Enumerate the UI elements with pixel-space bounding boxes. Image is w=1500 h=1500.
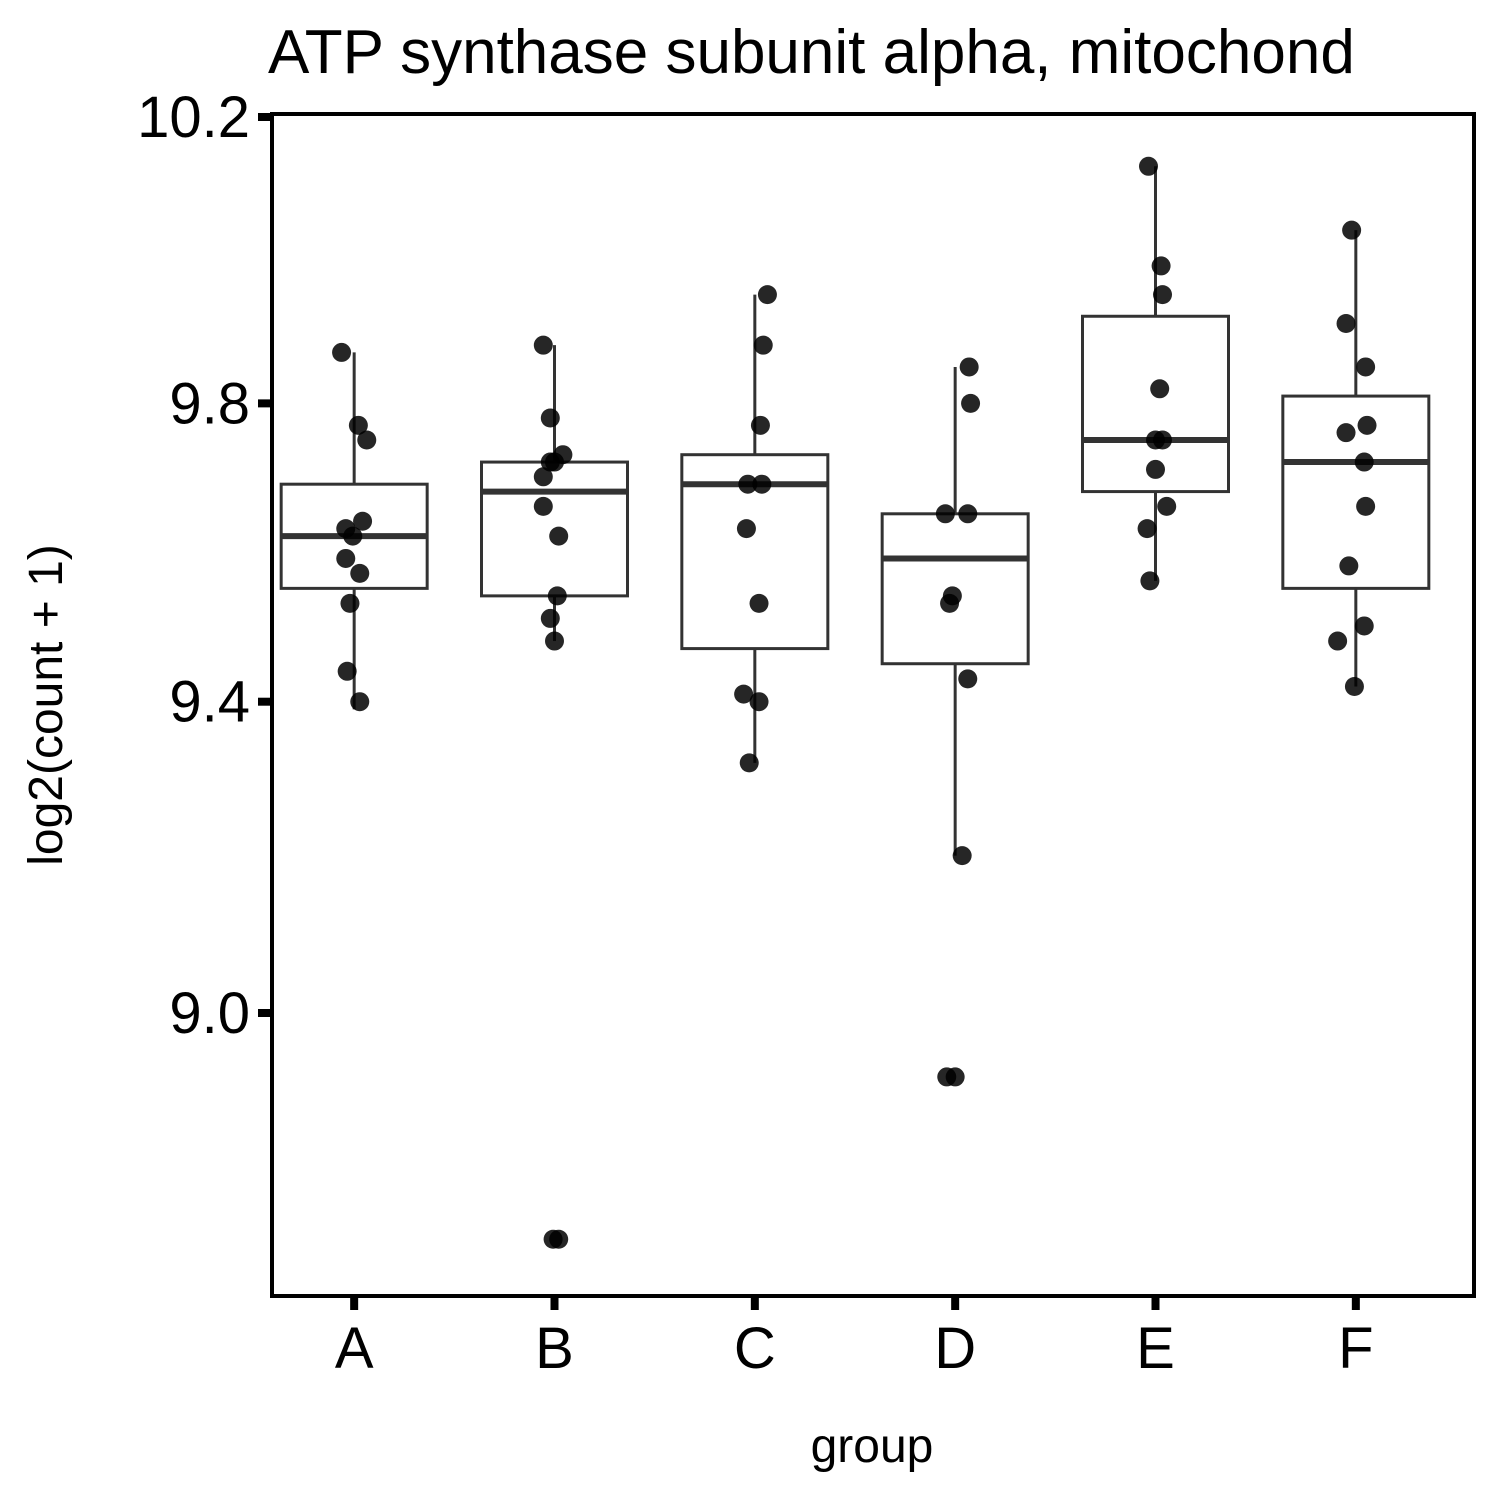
data-point: [738, 474, 758, 494]
data-point: [357, 430, 377, 450]
x-tick-label: F: [1338, 1316, 1373, 1381]
y-tick-label: 9.4: [169, 670, 250, 735]
data-point: [952, 846, 972, 866]
data-point: [350, 692, 370, 712]
data-point: [1336, 313, 1356, 333]
chart-title: ATP synthase subunit alpha, mitochond: [268, 18, 1355, 87]
data-point: [353, 511, 373, 531]
data-point: [959, 357, 979, 377]
data-point: [533, 496, 553, 516]
y-tick-label: 9.0: [169, 981, 250, 1046]
data-point: [1356, 496, 1376, 516]
x-axis-title: group: [811, 1420, 934, 1473]
y-tick-label: 10.2: [137, 85, 250, 150]
data-point: [1150, 379, 1170, 399]
data-point: [340, 593, 360, 613]
data-point: [547, 586, 567, 606]
data-point: [540, 452, 560, 472]
data-point: [549, 1229, 569, 1249]
data-point: [753, 335, 773, 355]
data-point: [1328, 631, 1348, 651]
data-point: [350, 563, 370, 583]
data-point: [1342, 220, 1362, 240]
data-point: [533, 467, 553, 487]
box-iqr: [1281, 394, 1431, 590]
data-point: [336, 548, 356, 568]
data-point: [540, 408, 560, 428]
plot-panel-border: [270, 112, 1476, 1298]
data-point: [332, 342, 352, 362]
x-tick-label: A: [335, 1316, 374, 1381]
data-point: [1336, 423, 1356, 443]
data-point: [1339, 556, 1359, 576]
data-point: [961, 393, 981, 413]
plot-area: 9.0 9.4 9.8 10.2 A B C D E F: [137, 85, 1476, 1381]
data-point: [1151, 256, 1171, 276]
data-point: [958, 504, 978, 524]
data-point: [540, 608, 560, 628]
data-point: [1146, 459, 1165, 479]
data-point: [935, 504, 955, 524]
x-tick-label: B: [535, 1316, 574, 1381]
data-point: [739, 753, 759, 773]
data-point: [940, 593, 960, 613]
data-point: [545, 631, 564, 651]
data-point: [757, 285, 777, 305]
x-tick-label: D: [934, 1316, 976, 1381]
data-point: [1157, 496, 1177, 516]
y-axis-title: log2(count + 1): [20, 544, 73, 866]
data-point: [750, 415, 770, 435]
data-point: [1354, 452, 1374, 472]
x-tick-label: E: [1136, 1316, 1175, 1381]
data-point: [1140, 571, 1160, 591]
data-point: [533, 335, 553, 355]
data-point: [1357, 415, 1377, 435]
data-point: [1153, 430, 1172, 450]
data-point: [958, 669, 978, 689]
y-tick-label: 9.8: [169, 371, 250, 436]
data-point: [1344, 676, 1364, 696]
data-point: [1356, 357, 1376, 377]
x-tick-label: C: [734, 1316, 776, 1381]
data-point: [1139, 156, 1158, 176]
data-point: [1354, 616, 1374, 636]
data-point: [1137, 519, 1157, 539]
data-point: [945, 1067, 965, 1087]
data-point: [749, 692, 769, 712]
data-point: [736, 519, 756, 539]
data-point: [343, 526, 363, 546]
data-point: [734, 684, 754, 704]
data-point: [337, 661, 357, 681]
data-point: [1153, 285, 1172, 305]
data-point: [549, 526, 569, 546]
data-point: [348, 415, 368, 435]
data-point: [752, 474, 772, 494]
data-point: [749, 593, 769, 613]
